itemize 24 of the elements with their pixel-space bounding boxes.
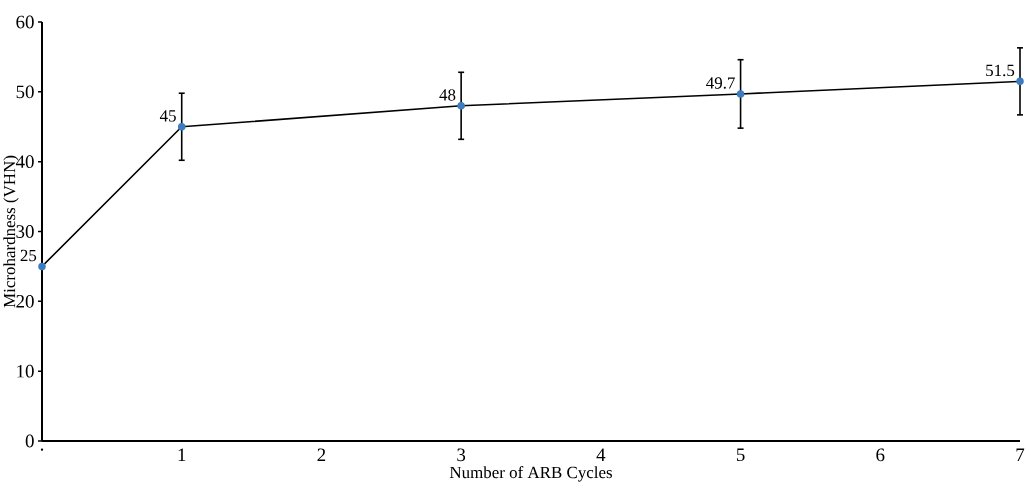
x-tick-label: 7 <box>1016 448 1025 461</box>
y-tick-label: 50 <box>16 85 34 99</box>
data-label: 49.7 <box>706 77 735 89</box>
x-tick-label: · <box>40 448 44 451</box>
y-tick-label: 10 <box>17 364 34 378</box>
x-tick-label: 5 <box>736 448 745 462</box>
data-label: 25 <box>20 249 37 262</box>
point <box>736 90 745 98</box>
data-label: 48 <box>439 89 456 101</box>
x-tick-label: 2 <box>317 448 326 462</box>
y-tick-label: 30 <box>16 225 34 238</box>
data-label: 45 <box>159 110 176 122</box>
point <box>177 122 186 131</box>
x-axis-title: Number of ARB Cycles <box>449 466 612 482</box>
x-tick-label: 4 <box>596 448 606 461</box>
y-tick-label: 60 <box>16 15 34 29</box>
y-tick-label: 0 <box>25 434 34 448</box>
data-label: 51.5 <box>986 64 1015 77</box>
x-tick-label: 6 <box>876 448 885 462</box>
point <box>38 262 46 271</box>
point <box>1016 77 1024 86</box>
x-tick-label: 3 <box>457 448 466 462</box>
point <box>457 102 465 110</box>
x-tick-label: 1 <box>178 448 186 461</box>
